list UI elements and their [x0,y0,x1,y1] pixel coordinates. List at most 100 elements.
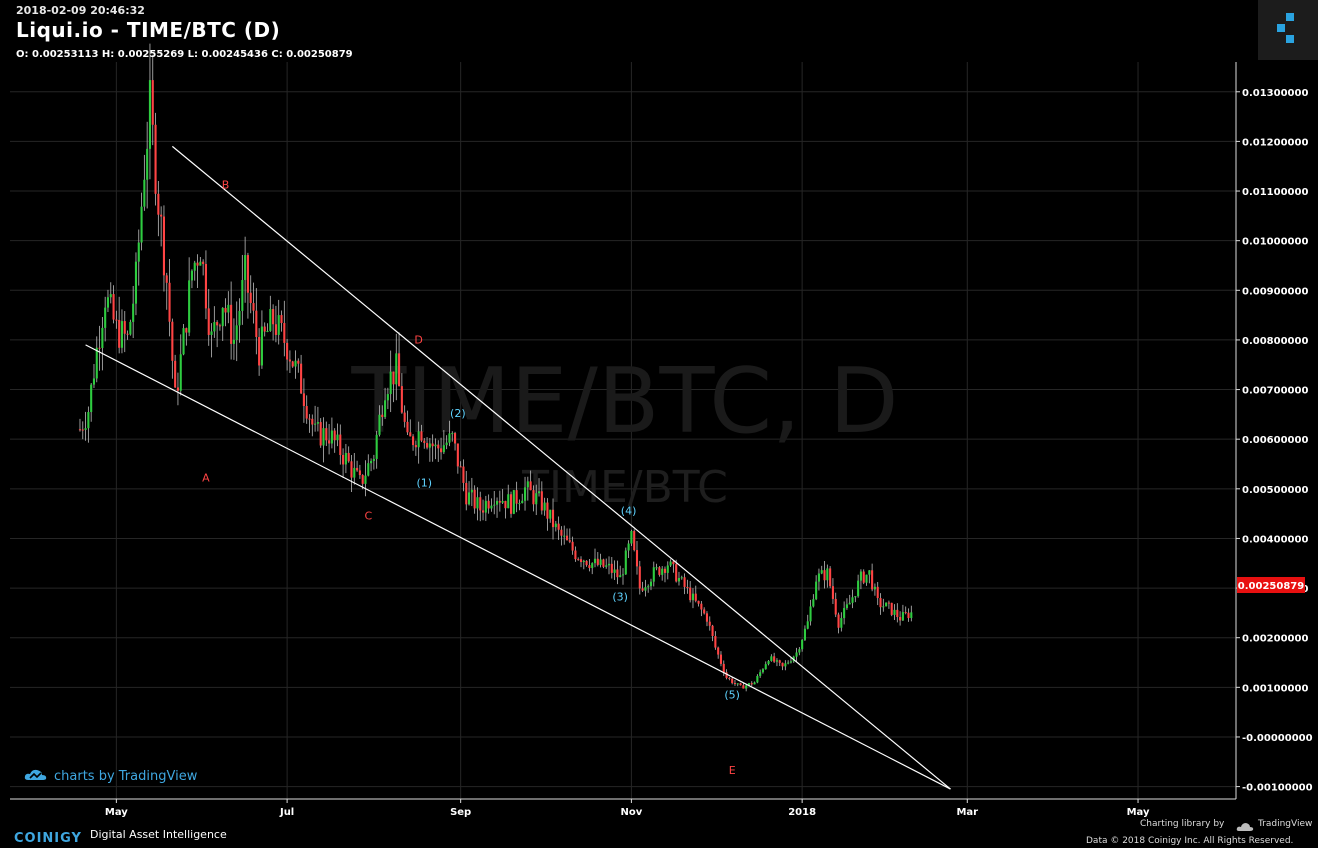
candle-body [344,452,347,465]
candle-body [389,371,392,395]
candle-body [764,664,767,670]
trendline[interactable] [171,145,951,790]
candle-body [658,567,661,575]
coinigy-wordmark: COINIGY [14,831,82,846]
candle-body [509,494,513,514]
candle-body [445,442,448,446]
candle-body [815,581,818,600]
candle-body [451,433,454,435]
y-tick-label: 0.00700000 [1242,386,1308,397]
candle-body [409,432,412,437]
candle-body [742,685,745,689]
candle-body [733,683,737,685]
candle-body [356,467,359,471]
coinigy-logo[interactable] [1258,0,1318,60]
coinigy-logo-icon [1277,13,1294,43]
candle-body [473,489,476,509]
candle-body [395,353,398,385]
candle-body [381,414,384,418]
candle-body [490,505,493,509]
candle-body [101,327,104,349]
candle-body [722,663,725,673]
candle-body [92,378,96,385]
candle-body [81,429,84,431]
wave-label: (5) [724,688,740,701]
candle-body [663,568,667,573]
candle-body [431,443,434,447]
candle-body [227,304,230,313]
candle-body [263,326,266,332]
candle-body [585,560,588,566]
copyright: Data © 2018 Coinigy Inc. All Rights Rese… [1086,836,1294,846]
trendlines[interactable] [85,145,951,790]
last-price-marker: 0.00250879 [1237,577,1305,593]
candle-body [571,541,574,551]
wave-label: (1) [416,476,432,489]
candle-body [607,563,611,566]
y-tick-label: 0.00900000 [1242,286,1308,297]
trendline[interactable] [85,344,951,790]
wave-label: A [202,471,210,484]
candle-body [269,309,272,331]
candle-body [630,530,633,544]
candle-body [577,559,580,561]
candle-body [297,360,300,364]
candle-body [370,460,373,464]
tradingview-small-credit[interactable]: TradingView [1258,819,1313,829]
candle-body [910,612,913,619]
candle-body [398,353,401,387]
candle-body [129,321,132,335]
candle-body [907,612,910,619]
candle-body [336,434,339,441]
tradingview-link[interactable]: charts by TradingView [54,769,198,784]
x-axis[interactable]: May Jul Sep Nov 2018 Mar May [105,799,1150,818]
candle-body [176,387,179,391]
candle-body [745,685,748,689]
candle-body [829,568,832,587]
candle-body [801,639,804,650]
candle-body [543,502,546,511]
candle-body [218,325,221,327]
candle-body [719,654,723,664]
x-tick-label: Mar [956,807,978,818]
candle-body [137,242,140,262]
candle-body [873,586,876,590]
candle-body [535,493,538,505]
last-price-label: 0.00250879 [1238,581,1304,592]
candle-body [579,559,583,563]
candle-body [504,500,507,509]
candle-body [563,535,566,537]
candle-body [258,336,261,366]
candle-body [361,475,364,484]
candle-body [515,490,518,504]
y-tick-label: 0.00500000 [1242,485,1308,496]
candles [78,43,913,692]
candle-body [691,593,695,601]
candle-body [481,510,485,513]
candle-body [286,342,289,360]
candle-body [759,672,762,676]
candle-body [787,662,790,664]
y-tick-label: 0.01200000 [1242,137,1308,148]
candle-body [728,677,731,679]
candle-body [512,490,515,514]
candle-body [812,599,815,607]
candle-body [400,386,403,413]
candle-body [753,682,756,685]
candle-body [806,621,809,629]
candle-body [560,529,563,536]
candle-body [207,308,210,335]
candle-body [843,608,846,619]
candle-body [84,428,87,430]
candle-body [694,593,697,601]
candle-body [750,683,753,685]
candle-body [680,577,683,579]
candle-body [862,571,865,583]
candle-body [568,540,571,542]
y-axis[interactable]: 0.01300000 0.01200000 0.01100000 0.01000000… [1236,88,1313,794]
candle-body [717,647,720,655]
candle-body [95,347,98,379]
candle-body [616,569,619,578]
candle-body [798,649,801,653]
